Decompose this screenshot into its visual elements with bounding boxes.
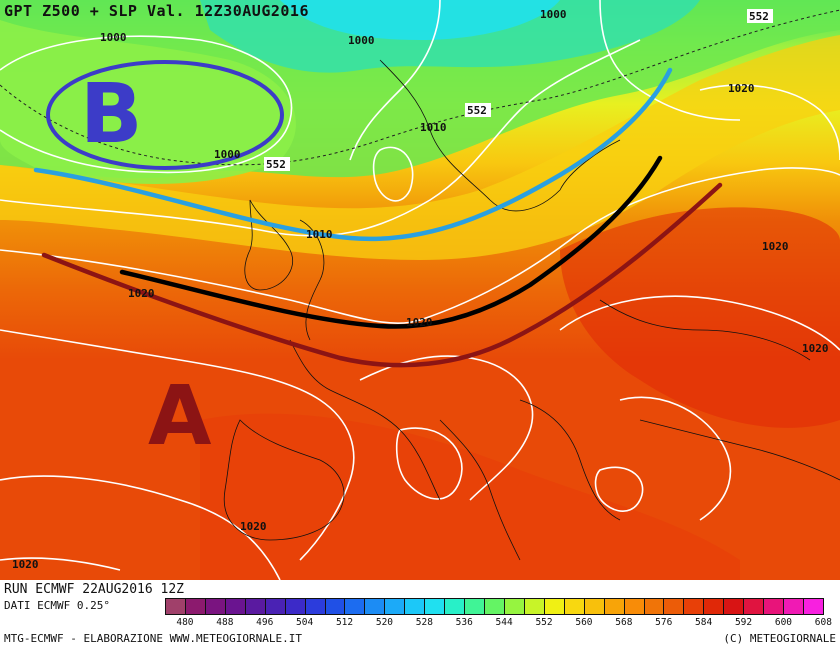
color-scale-cell	[224, 598, 245, 615]
hot-area-south	[200, 413, 740, 580]
high-pressure-marker: A	[148, 369, 212, 464]
z500-552-line	[0, 9, 840, 166]
pressure-label: 1000	[214, 148, 241, 161]
color-scale-labels: 480 488 496 504 512 520 528 536 544 552 560 568 576 5…	[165, 617, 832, 629]
color-scale-label: 576	[655, 617, 673, 628]
color-scale	[165, 598, 824, 615]
pressure-labels: 1000 1000 1000 1000 1010 1010 1020 1020 …	[12, 8, 829, 571]
coastlines	[223, 59, 840, 561]
map-title: GPT Z500 + SLP Val. 12Z30AUG2016	[4, 2, 309, 20]
color-scale-cell	[703, 598, 724, 615]
color-scale-cell	[384, 598, 405, 615]
credit-right: (C) METEOGIORNALE	[723, 632, 836, 645]
color-scale-label: 480	[176, 617, 194, 628]
color-scale-cell	[424, 598, 445, 615]
isobars	[0, 0, 840, 580]
jet-line-black	[119, 155, 663, 329]
color-scale-cell	[503, 598, 524, 615]
pressure-label: 1020	[406, 316, 433, 329]
color-scale-label: 496	[256, 617, 274, 628]
pressure-label: 1010	[306, 228, 333, 241]
color-scale-label: 552	[535, 617, 553, 628]
color-scale-cell	[783, 598, 803, 615]
color-scale-cell	[683, 598, 704, 615]
color-scale-label: 544	[495, 617, 513, 628]
color-scale-cell	[264, 598, 285, 615]
color-scale-cell	[623, 598, 644, 615]
color-scale-cell	[663, 598, 684, 615]
color-scale-cell	[344, 598, 365, 615]
pressure-label: 1010	[420, 121, 447, 134]
color-scale-label: 536	[455, 617, 473, 628]
color-scale-cell	[603, 598, 624, 615]
color-scale-cell	[364, 598, 385, 615]
geopotential-labels: 552 552 552	[264, 9, 773, 171]
color-scale-label: 504	[296, 617, 314, 628]
geopotential-label: 552	[749, 10, 769, 23]
color-scale-cell	[743, 598, 764, 615]
pressure-label: 1000	[348, 34, 375, 47]
color-scale-cell	[763, 598, 784, 615]
cold-core-cyan	[280, 0, 560, 40]
color-scale-cell	[583, 598, 604, 615]
color-scale-label: 520	[375, 617, 394, 628]
cold-area-west	[0, 20, 296, 184]
color-scale-label: 512	[335, 617, 354, 628]
color-scale-label: 560	[575, 617, 593, 628]
color-scale-cell	[184, 598, 205, 615]
color-scale-label: 528	[415, 617, 433, 628]
color-scale-cell	[723, 598, 744, 615]
color-scale-cell	[444, 598, 465, 615]
color-scale-cell	[523, 598, 544, 615]
color-scale-label: 584	[695, 617, 713, 628]
credit-left: MTG-ECMWF - ELABORAZIONE WWW.METEOGIORNA…	[4, 632, 303, 645]
pressure-label: 1020	[12, 558, 39, 571]
pressure-label: 1020	[128, 287, 155, 300]
color-scale-cell	[404, 598, 425, 615]
pressure-label: 1020	[728, 82, 755, 95]
pressure-label: 1020	[802, 342, 829, 355]
weather-map: B A 1000 1000 1000 1000 1010 1010 1020 1…	[0, 0, 840, 580]
color-scale-cell	[304, 598, 325, 615]
pressure-label: 1020	[762, 240, 789, 253]
color-scale-label: 592	[734, 617, 753, 628]
color-scale-label: 600	[774, 617, 793, 628]
pressure-label: 1020	[240, 520, 267, 533]
color-scale-cell	[803, 598, 824, 615]
color-scale-cell	[563, 598, 584, 615]
pressure-label: 1000	[100, 31, 127, 44]
jet-line-blue	[33, 67, 673, 242]
color-scale-cell	[165, 598, 185, 615]
color-scale-cell	[484, 598, 504, 615]
geopotential-label: 552	[266, 158, 286, 171]
color-scale-cell	[464, 598, 484, 615]
low-pressure-marker: B	[80, 67, 143, 162]
color-scale-cell	[643, 598, 664, 615]
low-pressure-ellipse	[46, 60, 284, 170]
data-source: DATI ECMWF 0.25°	[4, 599, 110, 612]
pressure-label: 1000	[540, 8, 567, 21]
color-scale-cell	[244, 598, 265, 615]
color-scale-cell	[284, 598, 305, 615]
color-scale-cell	[543, 598, 564, 615]
color-scale-label: 488	[216, 617, 234, 628]
color-scale-label: 568	[615, 617, 633, 628]
color-scale-label: 608	[814, 617, 832, 628]
color-scale-cell	[324, 598, 345, 615]
run-info: RUN ECMWF 22AUG2016 12Z	[4, 582, 185, 597]
jet-line-dark-red	[41, 182, 723, 368]
geopotential-label: 552	[467, 104, 487, 117]
color-scale-cell	[204, 598, 225, 615]
